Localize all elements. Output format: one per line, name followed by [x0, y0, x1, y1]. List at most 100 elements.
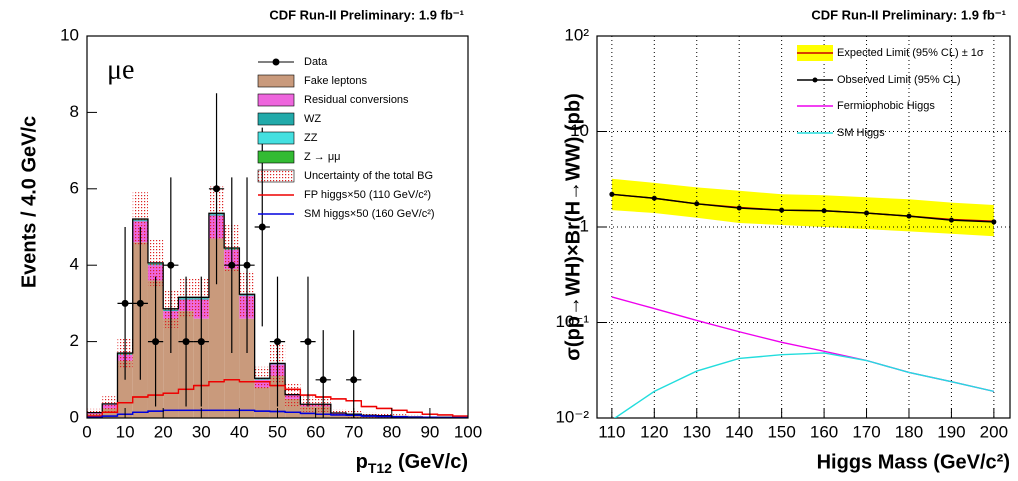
data-point: [651, 195, 657, 201]
x-axis-label: Higgs Mass (GeV/c²): [817, 451, 1010, 473]
y-tick-label: 10⁻¹: [555, 312, 589, 331]
y-tick-label: 2: [70, 331, 79, 350]
legend-label: WZ: [304, 113, 321, 125]
legend-symbol: [257, 112, 295, 126]
y-tick-label: 10²: [564, 25, 589, 44]
data-point: [304, 338, 312, 346]
data-point: [228, 261, 236, 269]
annotation: μe: [107, 54, 134, 85]
data-point: [197, 338, 205, 346]
y-tick-label: 1: [580, 216, 589, 235]
x-tick-label: 80: [382, 422, 401, 441]
legend-label: Uncertainty of the total BG: [304, 170, 433, 182]
data-point: [350, 376, 358, 384]
data-point: [274, 338, 281, 346]
legend-symbol: [257, 150, 295, 164]
legend-label: Data: [304, 56, 328, 68]
legend-label: ZZ: [304, 132, 318, 144]
data-point: [213, 185, 221, 193]
plot-frame: [86, 35, 469, 419]
stack-segment: [239, 318, 255, 418]
y-tick-label: 8: [70, 102, 79, 121]
x-tick-label: 60: [306, 422, 325, 441]
x-tick-label: 120: [640, 422, 668, 441]
legend-symbol: [812, 77, 818, 83]
x-tick-label: 90: [420, 422, 439, 441]
x-axis-label: pT12 (GeV/c): [356, 451, 468, 475]
y-tick-label: 0: [70, 407, 79, 426]
data-point: [991, 219, 997, 225]
x-tick-label: 180: [895, 422, 923, 441]
legend-symbol: [257, 93, 295, 107]
x-tick-label: 110: [598, 422, 625, 441]
data-point: [319, 376, 327, 384]
y-tick-label: 10: [570, 121, 589, 140]
x-tick-label: 140: [725, 422, 753, 441]
x-tick-label: 190: [937, 422, 965, 441]
legend-label: Residual conversions: [304, 94, 409, 106]
stack-segment: [300, 406, 316, 418]
x-tick-label: 50: [268, 422, 287, 441]
stack-segment: [102, 408, 118, 418]
stack-segment: [208, 238, 225, 418]
x-tick-label: 30: [192, 422, 211, 441]
legend-label: Observed Limit (95% CL): [837, 74, 961, 86]
x-label-sub: T12: [368, 460, 392, 476]
stack-segment: [117, 360, 133, 418]
legend-label: Z → μμ: [304, 151, 341, 163]
x-tick-label: 160: [810, 422, 838, 441]
plot-lines: [609, 191, 997, 418]
x-tick-label: 70: [344, 422, 363, 441]
chart-title: CDF Run-II Preliminary: 1.9 fb⁻¹: [269, 7, 464, 22]
legend-symbol: [272, 58, 280, 66]
x-tick-label: 170: [852, 422, 880, 441]
legend-label: FP higgs×50 (110 GeV/c²): [304, 189, 431, 201]
x-tick-label: 150: [767, 422, 795, 441]
data-point: [779, 207, 785, 213]
plot-area: [87, 93, 468, 418]
y-tick-label: 4: [70, 255, 79, 274]
legend-symbol: [257, 131, 295, 145]
y-axis-label: Events / 4.0 GeV/c: [18, 116, 40, 288]
data-point: [258, 223, 266, 231]
legend-label: SM higgs×50 (160 GeV/c²): [304, 208, 435, 220]
legend-symbol: [257, 74, 295, 88]
x-label-unit: (GeV/c): [398, 451, 468, 473]
data-point: [121, 299, 129, 307]
data-point: [736, 205, 742, 211]
x-tick-label: 20: [154, 422, 173, 441]
series-line: [611, 193, 994, 223]
x-tick-label: 40: [230, 422, 249, 441]
data-point: [136, 299, 144, 307]
limit-band: [611, 178, 994, 237]
data-point: [948, 217, 954, 223]
x-tick-label: 200: [980, 422, 1008, 441]
y-axis-label: σ(pp̄→WH)×Br(H→WW) (pb): [562, 93, 584, 361]
data-point: [152, 338, 160, 346]
chart-title: CDF Run-II Preliminary: 1.9 fb⁻¹: [811, 7, 1006, 22]
x-tick-label: 10: [116, 422, 135, 441]
stack-segment: [254, 387, 270, 418]
data-point: [609, 191, 615, 197]
plot-area: [611, 178, 994, 237]
data-point: [182, 338, 190, 346]
x-tick-label: 100: [454, 422, 482, 441]
data-point: [694, 201, 700, 207]
legend-label: Fake leptons: [304, 75, 367, 87]
x-tick-label: 0: [82, 422, 91, 441]
series-line: [613, 352, 995, 418]
series-line: [611, 296, 995, 393]
data-point: [906, 213, 912, 219]
y-tick-label: 10: [60, 25, 79, 44]
legend-symbol: [257, 169, 295, 183]
y-tick-label: 10⁻²: [555, 407, 589, 426]
x-label-main: p: [356, 451, 368, 473]
legend-label: Fermiophobic Higgs: [837, 100, 935, 112]
data-point: [864, 210, 870, 216]
data-point: [243, 261, 251, 269]
data-point: [821, 208, 827, 214]
legend-label: SM Higgs: [837, 127, 885, 139]
y-tick-label: 6: [70, 178, 79, 197]
legend-label: Expected Limit (95% CL) ± 1σ: [837, 47, 984, 59]
